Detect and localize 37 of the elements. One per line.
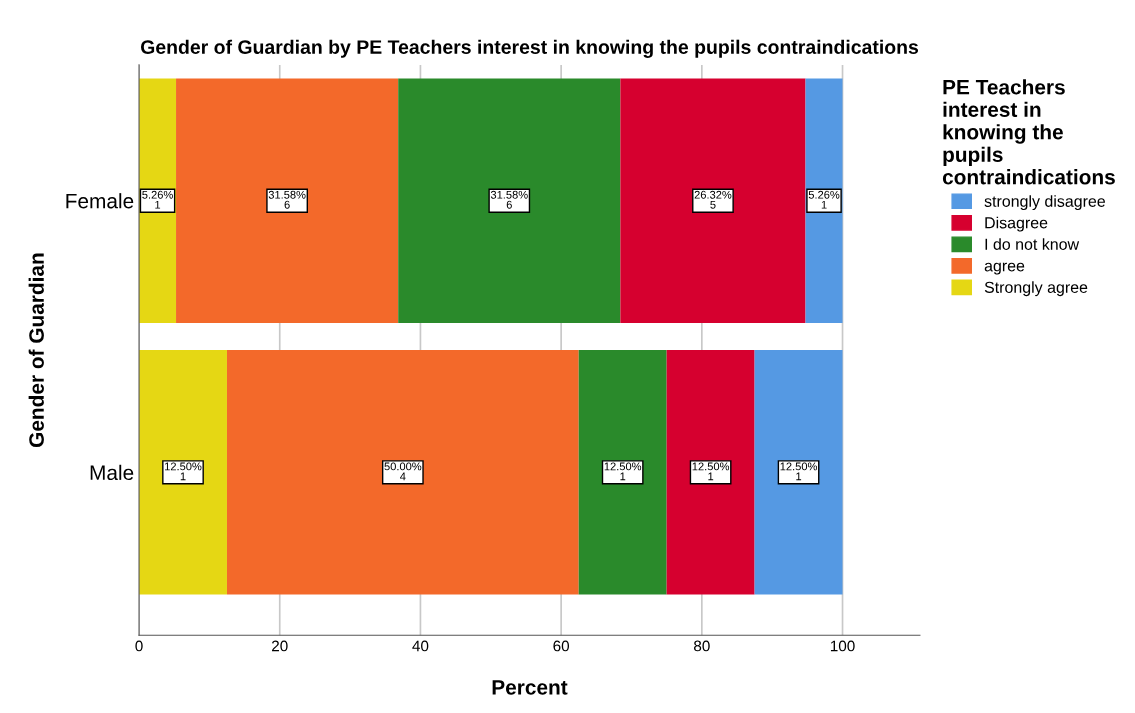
data-label: 31.58% 6 bbox=[268, 190, 306, 209]
y-tick-label: Male bbox=[90, 464, 134, 481]
chart-title: Gender of Guardian by PE Teachers interest in knowing the pupils contraindications bbox=[140, 39, 919, 58]
x-tick-label: 40 bbox=[412, 640, 429, 652]
data-label: 12.50% 1 bbox=[780, 462, 818, 481]
data-label: 50.00% 4 bbox=[384, 462, 422, 481]
bar bbox=[139, 350, 227, 595]
bar bbox=[139, 78, 177, 323]
bar bbox=[805, 78, 843, 323]
x-tick-label: 20 bbox=[272, 640, 288, 652]
data-label: 12.50% 1 bbox=[604, 462, 642, 481]
x-tick-label: 80 bbox=[694, 640, 710, 652]
bar bbox=[754, 350, 843, 595]
x-tick-label: 0 bbox=[135, 640, 143, 652]
data-label: 31.58% 6 bbox=[490, 190, 528, 209]
bar bbox=[620, 78, 806, 323]
legend-label: agree bbox=[984, 262, 1025, 275]
legend-label: strongly disagree bbox=[984, 195, 1105, 211]
data-label: 5.26% 1 bbox=[808, 190, 840, 209]
x-tick-label: 60 bbox=[553, 640, 570, 652]
legend-title: PE Teachers interest in knowing the pupils contraindications bbox=[942, 79, 1115, 185]
y-tick-label: Female bbox=[66, 193, 134, 209]
bar bbox=[226, 350, 579, 595]
x-tick-label: 100 bbox=[830, 640, 855, 652]
legend-label: I do not know bbox=[985, 238, 1080, 250]
data-label: 5.26% 1 bbox=[142, 190, 173, 209]
bar bbox=[398, 78, 621, 323]
y-axis-title: Gender of Guardian bbox=[28, 253, 44, 448]
bar bbox=[666, 350, 755, 595]
legend-label: Strongly agree bbox=[984, 281, 1088, 297]
x-axis-title: Percent bbox=[492, 680, 568, 695]
data-label: 12.50% 1 bbox=[692, 462, 730, 481]
bar bbox=[578, 350, 667, 595]
data-label: 12.50% 1 bbox=[165, 462, 202, 481]
data-label: 26.32% 5 bbox=[694, 190, 732, 209]
legend-label: Disagree bbox=[985, 216, 1048, 232]
bar bbox=[176, 78, 399, 323]
